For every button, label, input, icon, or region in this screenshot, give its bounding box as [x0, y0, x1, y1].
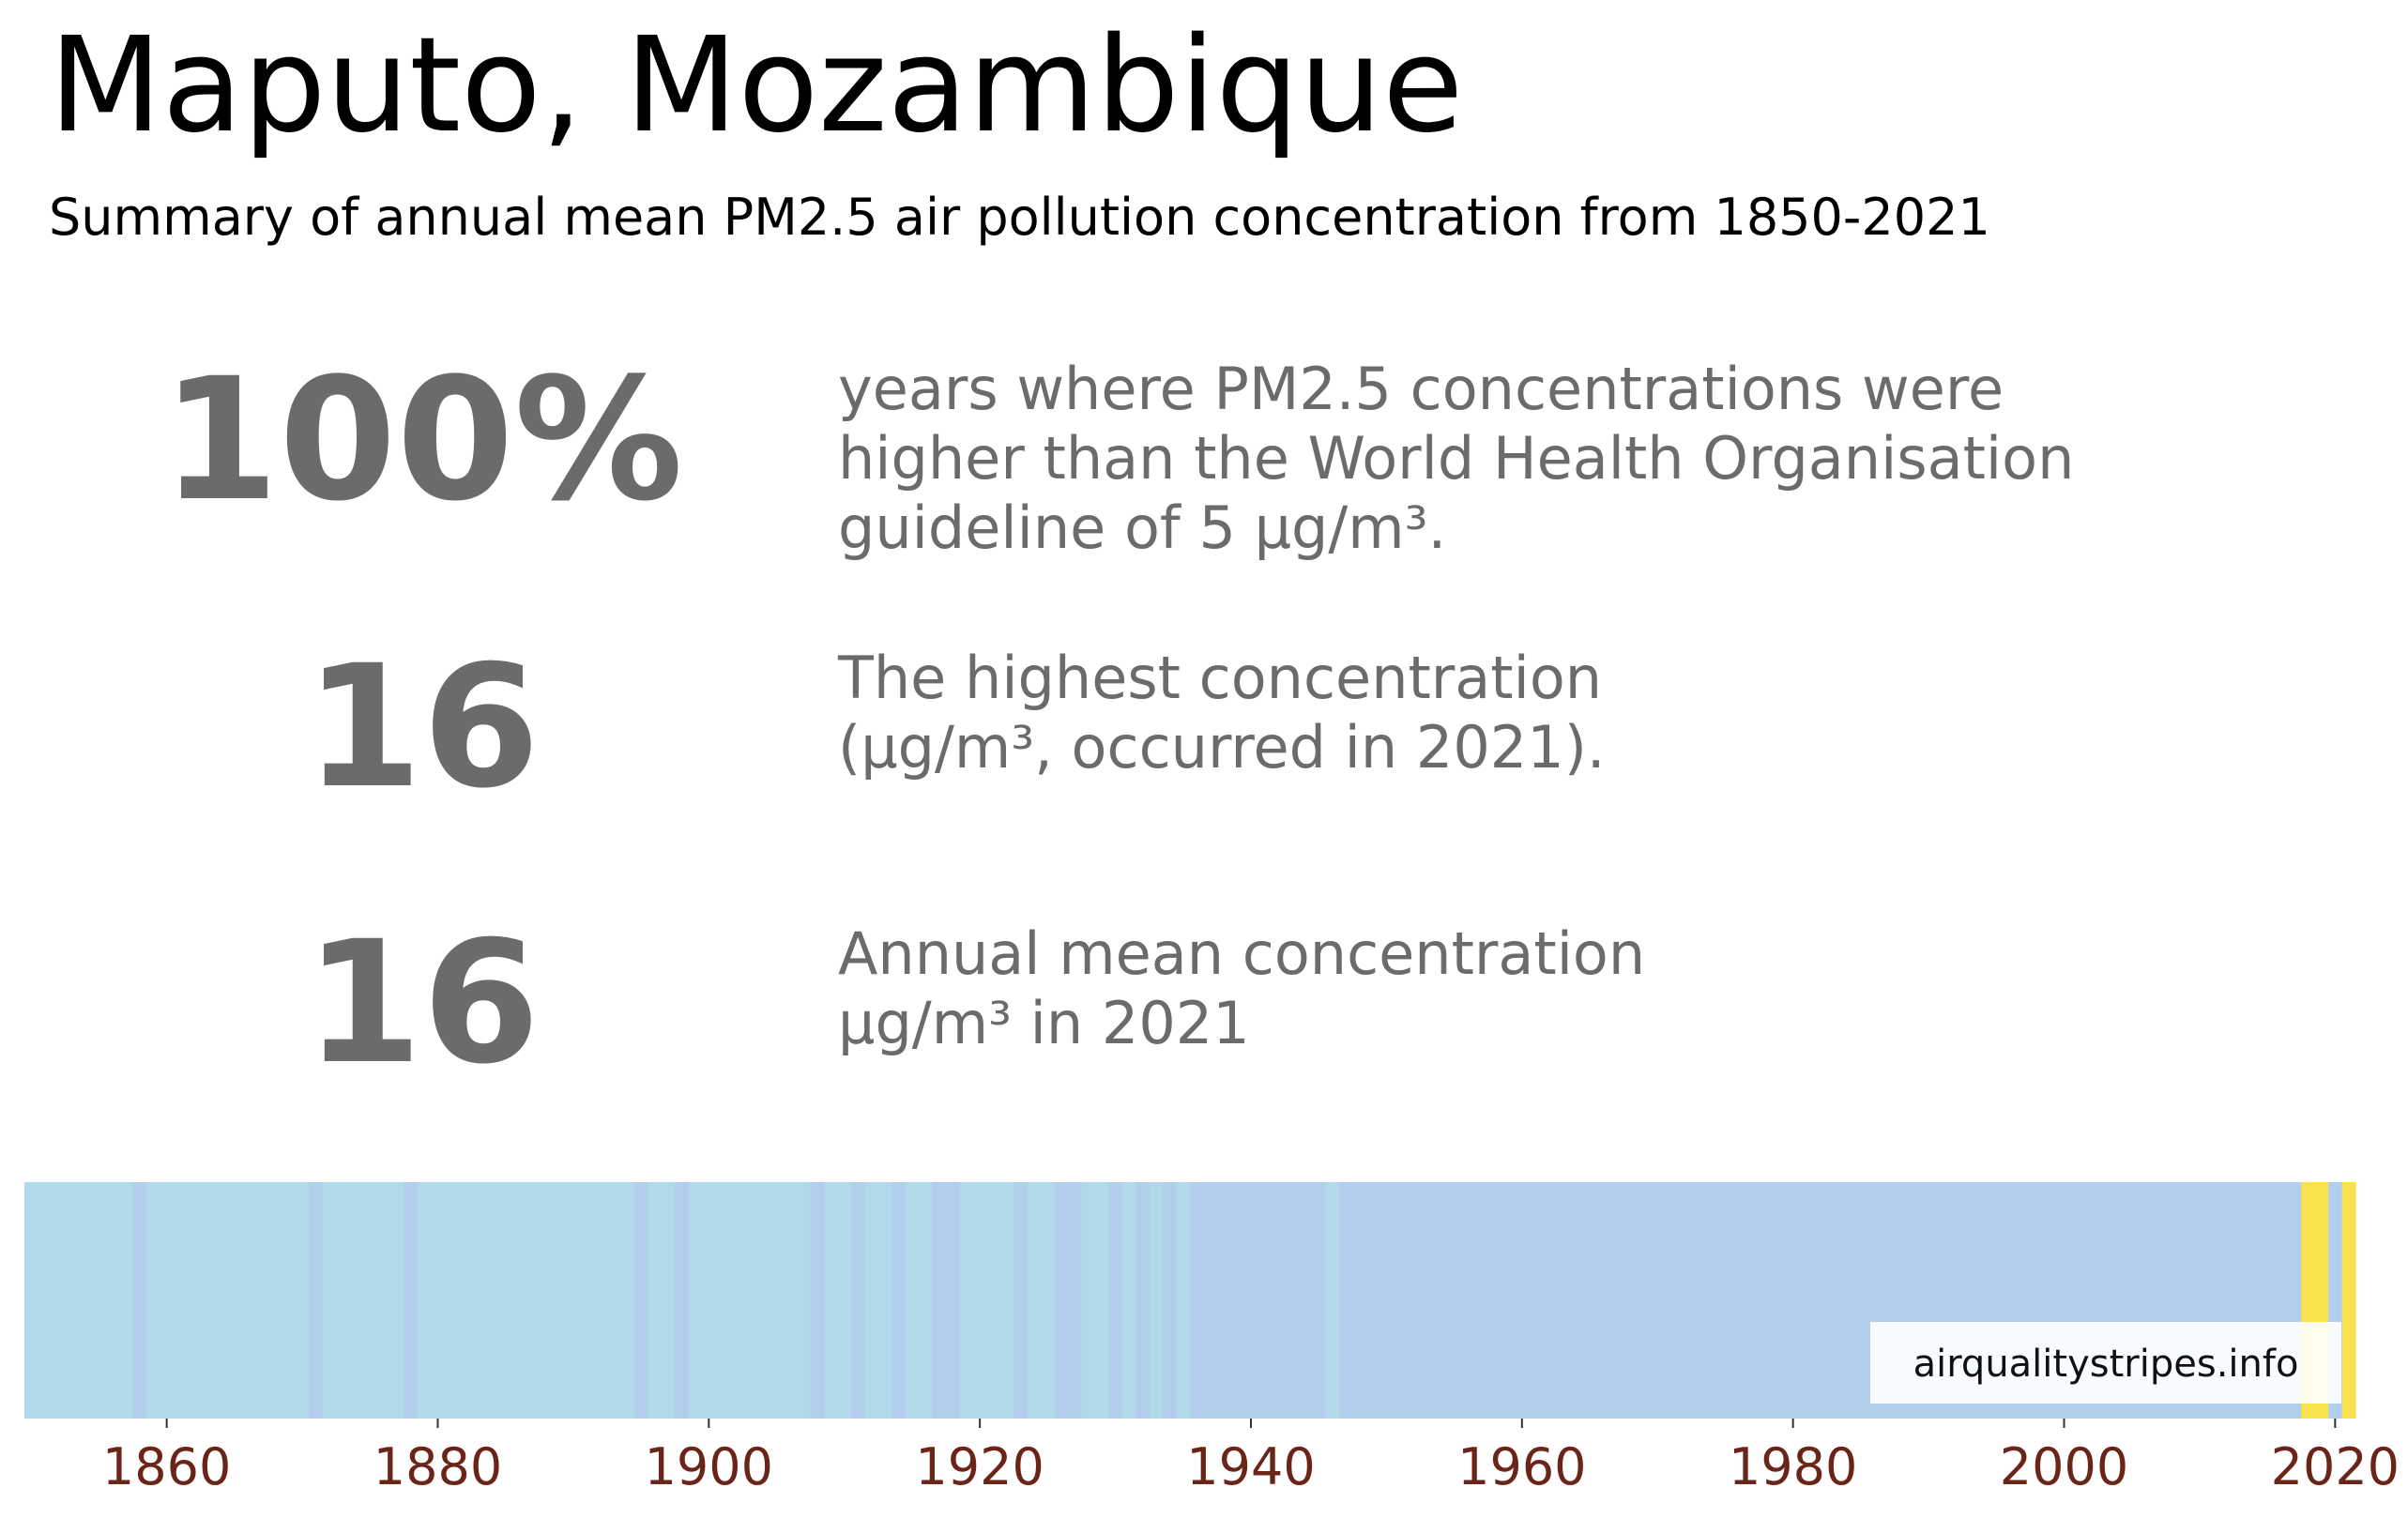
stat-description-line: years where PM2.5 concentrations were	[838, 355, 2004, 423]
watermark-box: airqualitystripes.info	[1870, 1322, 2341, 1404]
stripe-1914	[892, 1182, 907, 1419]
page-title: Maputo, Mozambique	[49, 9, 1464, 162]
x-tick-label-2000: 2000	[2000, 1437, 2128, 1496]
stripe-1926-1927	[1054, 1182, 1083, 1419]
stat-annual-mean-description: Annual mean concentration µg/m³ in 2021	[838, 919, 2339, 1058]
stripe-1899-1907	[688, 1182, 812, 1419]
stat-description-line: higher than the World Health Organisatio…	[838, 424, 2075, 493]
x-tick-label-1860: 1860	[102, 1437, 231, 1496]
stripe-1919-1922	[959, 1182, 1014, 1419]
stripe-1934	[1163, 1182, 1178, 1419]
stripe-1946	[1325, 1182, 1340, 1419]
stripe-group	[24, 1182, 2356, 1419]
stat-highest-concentration-description: The highest concentration (µg/m³, occurr…	[838, 644, 2339, 782]
x-tick-label-1940: 1940	[1186, 1437, 1315, 1496]
x-tick-label-1920: 1920	[915, 1437, 1044, 1496]
stripe-1917-1918	[932, 1182, 961, 1419]
stripe-1924-1925	[1027, 1182, 1056, 1419]
stat-description-line: µg/m³ in 2021	[838, 989, 1250, 1057]
stripe-1850-1857	[24, 1182, 134, 1419]
stripe-1931	[1121, 1182, 1136, 1419]
stripe-1911	[850, 1182, 865, 1419]
stat-description-line: Annual mean concentration	[838, 919, 1646, 988]
x-axis: 1860 1880 1900 1920 1940 1960 1980 2000 2020	[102, 1419, 2400, 1496]
stripe-1908	[810, 1182, 825, 1419]
x-tick-label-2020: 2020	[2271, 1437, 2400, 1496]
page-subtitle: Summary of annual mean PM2.5 air polluti…	[49, 188, 1990, 247]
stat-annual-mean-value: 16	[304, 905, 541, 1101]
watermark-label: airqualitystripes.info	[1913, 1343, 2299, 1386]
stripe-1936-1945	[1190, 1182, 1327, 1419]
x-tick-label-1900: 1900	[645, 1437, 773, 1496]
x-tick-label-1960: 1960	[1457, 1437, 1586, 1496]
stripe-2021	[2341, 1182, 2356, 1419]
stripe-1872-1877	[322, 1182, 404, 1419]
stripe-1871	[309, 1182, 324, 1419]
stripe-1932	[1135, 1182, 1151, 1419]
stripe-1898	[675, 1182, 690, 1419]
stripe-1879-1894	[417, 1182, 635, 1419]
stat-percent-above-guideline-description: years where PM2.5 concentrations were hi…	[838, 355, 2339, 563]
stripe-1878	[404, 1182, 419, 1419]
stripe-1928-1929	[1081, 1182, 1109, 1419]
stripe-1930	[1108, 1182, 1123, 1419]
stripe-1858	[132, 1182, 147, 1419]
stripe-1933	[1149, 1182, 1164, 1419]
stripe-1915-1916	[905, 1182, 934, 1419]
stripe-1909-1910	[824, 1182, 852, 1419]
stat-percent-above-guideline-value: 100%	[160, 342, 684, 539]
stat-highest-concentration-value: 16	[304, 630, 541, 826]
stripe-1896-1897	[648, 1182, 676, 1419]
stat-description-line: guideline of 5 µg/m³.	[838, 493, 1447, 562]
stripe-1895	[633, 1182, 648, 1419]
stat-description-line: (µg/m³, occurred in 2021).	[838, 713, 1606, 782]
stripe-1923	[1013, 1182, 1029, 1419]
stat-description-line: The highest concentration	[838, 644, 1603, 712]
stripe-1912-1913	[864, 1182, 892, 1419]
watermark-background	[1870, 1322, 2341, 1404]
x-tick-label-1880: 1880	[373, 1437, 502, 1496]
stripe-1935	[1176, 1182, 1191, 1419]
x-tick-label-1980: 1980	[1729, 1437, 1857, 1496]
stripe-1859-1870	[145, 1182, 310, 1419]
